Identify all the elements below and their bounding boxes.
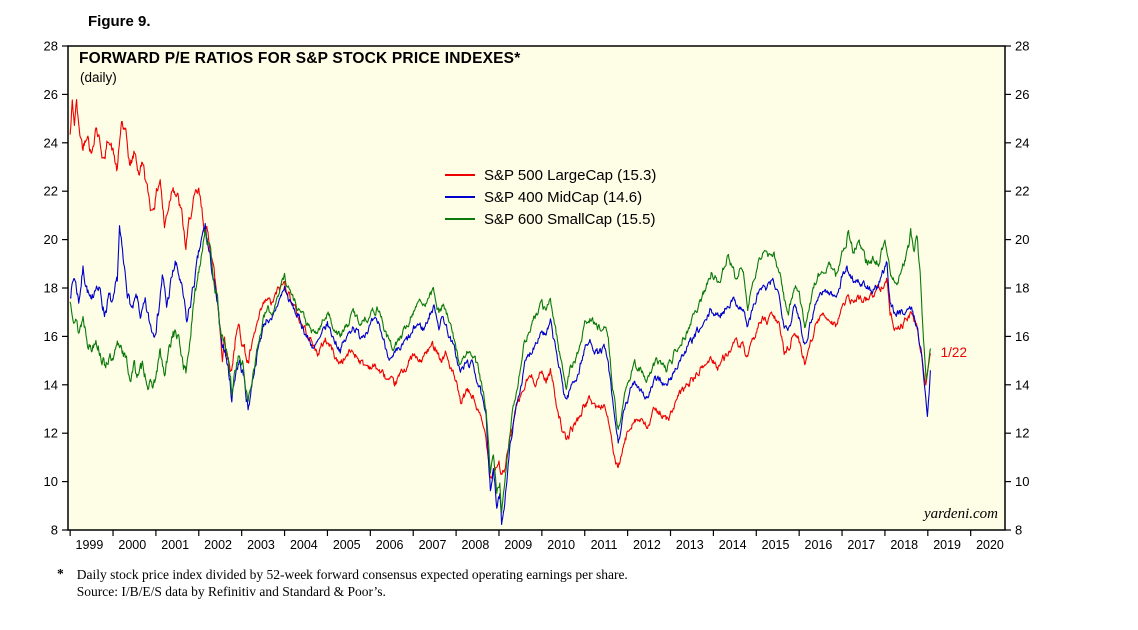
footnote-line-2: Source: I/B/E/S data by Refinitiv and St… xyxy=(76,584,386,599)
series-line-3 xyxy=(69,227,931,514)
y-axis-label-right: 16 xyxy=(1015,329,1029,344)
y-axis-label-right: 24 xyxy=(1015,135,1029,150)
y-axis-label-left: 18 xyxy=(44,281,58,296)
series-line-1 xyxy=(69,98,931,479)
x-axis-label: 2020 xyxy=(976,538,1004,552)
y-axis-label-right: 10 xyxy=(1015,474,1029,489)
y-axis-label-left: 28 xyxy=(44,39,58,54)
y-axis-label-right: 18 xyxy=(1015,281,1029,296)
x-axis-label: 2006 xyxy=(376,538,404,552)
y-axis-label-left: 14 xyxy=(44,377,58,392)
chart-legend: S&P 500 LargeCap (15.3) S&P 400 MidCap (1… xyxy=(445,166,656,228)
footnote-marker: * xyxy=(57,566,64,581)
chart-subtitle: (daily) xyxy=(80,70,117,85)
y-axis-label-left: 22 xyxy=(44,184,58,199)
x-axis-label: 2000 xyxy=(118,538,146,552)
legend-swatch xyxy=(445,174,475,176)
plot-area xyxy=(67,45,1006,531)
y-axis-label-left: 24 xyxy=(44,135,58,150)
legend-label: S&P 500 LargeCap (15.3) xyxy=(484,166,657,184)
y-axis-label-left: 26 xyxy=(44,87,58,102)
last-value-annotation: 1/22 xyxy=(940,345,967,361)
y-axis-label-right: 20 xyxy=(1015,232,1029,247)
x-axis-label: 2008 xyxy=(461,538,489,552)
x-axis-label: 2019 xyxy=(933,538,961,552)
series-group xyxy=(69,98,931,526)
legend-item: S&P 600 SmallCap (15.5) xyxy=(445,210,656,228)
legend-swatch xyxy=(445,218,475,220)
x-axis-label: 2011 xyxy=(591,538,618,552)
x-axis-label: 2015 xyxy=(762,538,790,552)
y-axis-label-right: 26 xyxy=(1015,87,1029,102)
y-axis-label-right: 28 xyxy=(1015,39,1029,54)
x-axis-label: 2014 xyxy=(719,538,747,552)
footnote-lines: Daily stock price index divided by 52-we… xyxy=(77,566,628,600)
x-axis-label: 2003 xyxy=(247,538,275,552)
footnote-line-1: Daily stock price index divided by 52-we… xyxy=(76,567,628,582)
x-axis-label: 2012 xyxy=(633,538,661,552)
x-axis-label: 2009 xyxy=(504,538,532,552)
x-axis-label: 2001 xyxy=(161,538,189,552)
x-axis-label: 2013 xyxy=(676,538,704,552)
x-axis-label: 2018 xyxy=(890,538,918,552)
figure-label: Figure 9. xyxy=(88,13,151,30)
y-axis-label-left: 8 xyxy=(51,523,58,538)
x-axis-label: 1999 xyxy=(76,538,104,552)
legend-item: S&P 500 LargeCap (15.3) xyxy=(445,166,656,184)
x-axis-label: 2004 xyxy=(290,538,318,552)
y-axis-label-right: 22 xyxy=(1015,184,1029,199)
series-line-2 xyxy=(69,223,931,526)
watermark: yardeni.com xyxy=(923,506,998,522)
y-axis-label-left: 20 xyxy=(44,232,58,247)
chart-title: FORWARD P/E RATIOS FOR S&P STOCK PRICE I… xyxy=(79,50,521,67)
y-axis-label-right: 12 xyxy=(1015,426,1029,441)
y-axis-label-left: 16 xyxy=(44,329,58,344)
x-axis-label: 2017 xyxy=(847,538,875,552)
x-axis-label: 2007 xyxy=(419,538,447,552)
x-axis-label: 2005 xyxy=(333,538,361,552)
y-axis-label-right: 14 xyxy=(1015,377,1029,392)
legend-swatch xyxy=(445,196,475,198)
x-axis-label: 2016 xyxy=(805,538,833,552)
footnote: * Daily stock price index divided by 52-… xyxy=(57,566,628,600)
x-axis-label: 2010 xyxy=(547,538,575,552)
legend-label: S&P 600 SmallCap (15.5) xyxy=(484,210,656,228)
x-axis-label: 2002 xyxy=(204,538,232,552)
legend-label: S&P 400 MidCap (14.6) xyxy=(484,188,643,206)
y-axis-label-left: 12 xyxy=(44,426,58,441)
legend-item: S&P 400 MidCap (14.6) xyxy=(445,188,656,206)
y-axis-label-right: 8 xyxy=(1015,523,1022,538)
y-axis-label-left: 10 xyxy=(44,474,58,489)
